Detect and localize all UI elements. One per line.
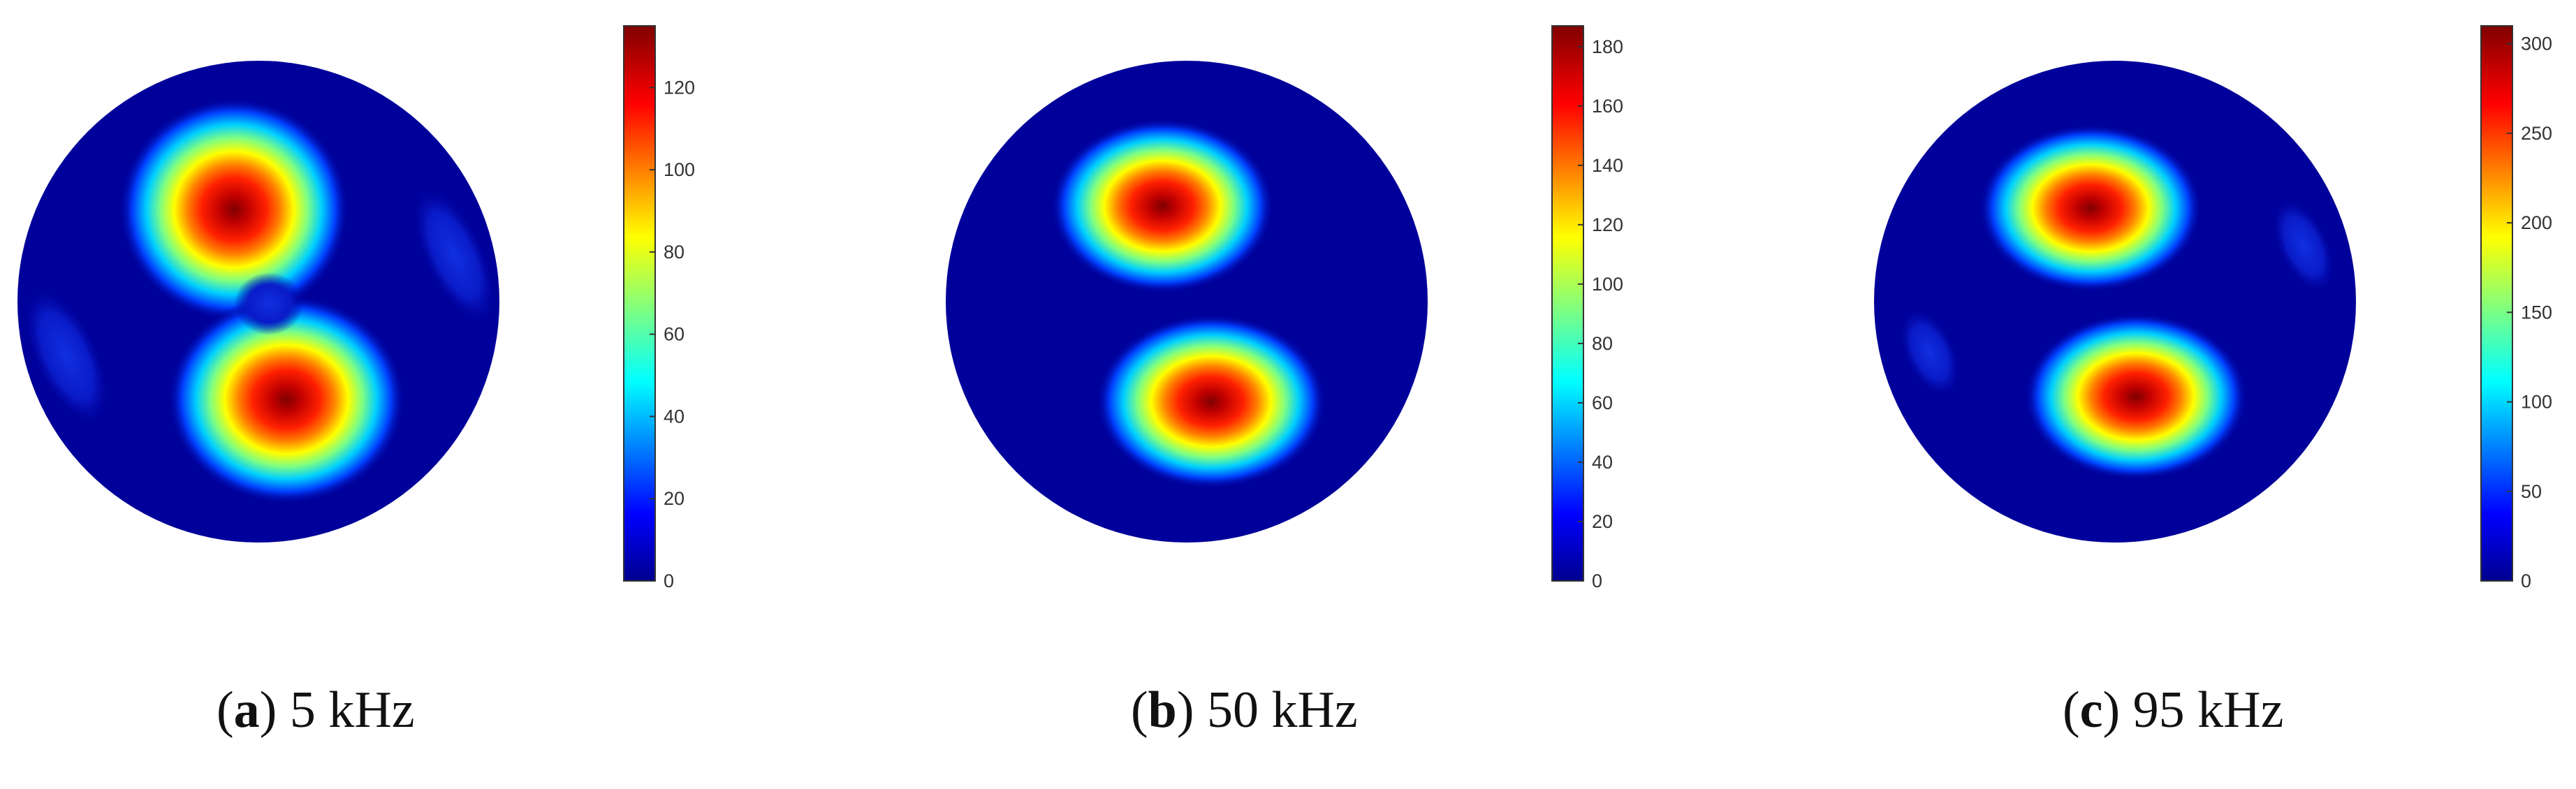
colorbar-tick-label: 180 bbox=[1592, 36, 1623, 57]
colorbar bbox=[1551, 25, 1584, 582]
panel-a-caption: (a) 5 kHz bbox=[217, 681, 415, 739]
colorbar-tick-label: 80 bbox=[664, 242, 685, 263]
colorbar-tick-label: 40 bbox=[664, 406, 685, 427]
upper-inclusion-blob bbox=[1979, 124, 2202, 292]
colorbar-tick-label: 120 bbox=[1592, 214, 1623, 235]
colorbar bbox=[2480, 25, 2513, 582]
panel-c-caption: (c) 95 kHz bbox=[2063, 681, 2284, 739]
colorbar-tick-label: 80 bbox=[1592, 333, 1613, 354]
colorbar-ticks: 0 20 40 60 80 100 120 bbox=[650, 77, 695, 591]
panel-a-frequency: 5 kHz bbox=[289, 681, 415, 739]
colorbar-tick-label: 100 bbox=[2521, 392, 2552, 413]
colorbar-tick-label: 120 bbox=[664, 77, 695, 98]
panel-b-frequency: 50 kHz bbox=[1206, 681, 1358, 739]
colorbar-tick-label: 60 bbox=[664, 324, 685, 345]
panel-c-frequency: 95 kHz bbox=[2132, 681, 2284, 739]
panel-c-svg: 0 50 100 150 200 250 300 bbox=[1874, 25, 2552, 591]
upper-inclusion-blob bbox=[119, 98, 349, 321]
panel-c-letter: c bbox=[2079, 681, 2103, 739]
left-artifact-blob bbox=[1898, 307, 1962, 399]
colorbar-tick-label: 0 bbox=[664, 570, 674, 591]
right-artifact-blob bbox=[2271, 197, 2336, 295]
panel-a: 0 20 40 60 80 100 120 (a) 5 kHz bbox=[0, 0, 858, 789]
lower-inclusion-blob bbox=[168, 295, 405, 504]
left-artifact-blob bbox=[22, 285, 111, 427]
colorbar-tick-label: 0 bbox=[1592, 570, 1602, 591]
colorbar-tick-label: 250 bbox=[2521, 123, 2552, 144]
colorbar-tick-label: 40 bbox=[1592, 452, 1613, 473]
colorbar-tick-label: 160 bbox=[1592, 96, 1623, 117]
colorbar-tick-label: 100 bbox=[1592, 274, 1623, 295]
lower-inclusion-blob bbox=[2024, 313, 2248, 480]
colorbar-tick-label: 0 bbox=[2521, 570, 2531, 591]
panel-b: 0 20 40 60 80 100 120 140 160 180 (b) 50 kHz bbox=[858, 0, 1717, 789]
right-artifact-blob bbox=[411, 184, 497, 326]
colorbar-tick-label: 50 bbox=[2521, 481, 2542, 502]
colorbar-tick-label: 20 bbox=[1592, 511, 1613, 532]
lower-inclusion-blob bbox=[1096, 314, 1326, 489]
panel-b-caption: (b) 50 kHz bbox=[1131, 681, 1358, 739]
panel-a-letter: a bbox=[233, 681, 260, 739]
panel-c: 0 50 100 150 200 250 300 (c) 95 kHz bbox=[1717, 0, 2575, 789]
colorbar-tick-label: 140 bbox=[1592, 155, 1623, 176]
colorbar-tick-label: 200 bbox=[2521, 212, 2552, 233]
colorbar-tick-label: 60 bbox=[1592, 392, 1613, 413]
colorbar bbox=[623, 25, 656, 582]
panel-b-svg: 0 20 40 60 80 100 120 140 160 180 bbox=[946, 25, 1623, 591]
colorbar-tick-label: 300 bbox=[2521, 34, 2552, 54]
colorbar-tick-label: 20 bbox=[664, 488, 685, 509]
colorbar-tick-label: 100 bbox=[664, 159, 695, 180]
colorbar-ticks: 0 50 100 150 200 250 300 bbox=[2507, 34, 2552, 591]
connection-blob bbox=[234, 272, 304, 335]
colorbar-tick-label: 150 bbox=[2521, 302, 2552, 323]
panel-a-svg: 0 20 40 60 80 100 120 bbox=[17, 25, 695, 591]
panel-b-letter: b bbox=[1148, 681, 1177, 739]
upper-inclusion-blob bbox=[1051, 119, 1274, 293]
colorbar-ticks: 0 20 40 60 80 100 120 140 160 180 bbox=[1578, 36, 1623, 591]
